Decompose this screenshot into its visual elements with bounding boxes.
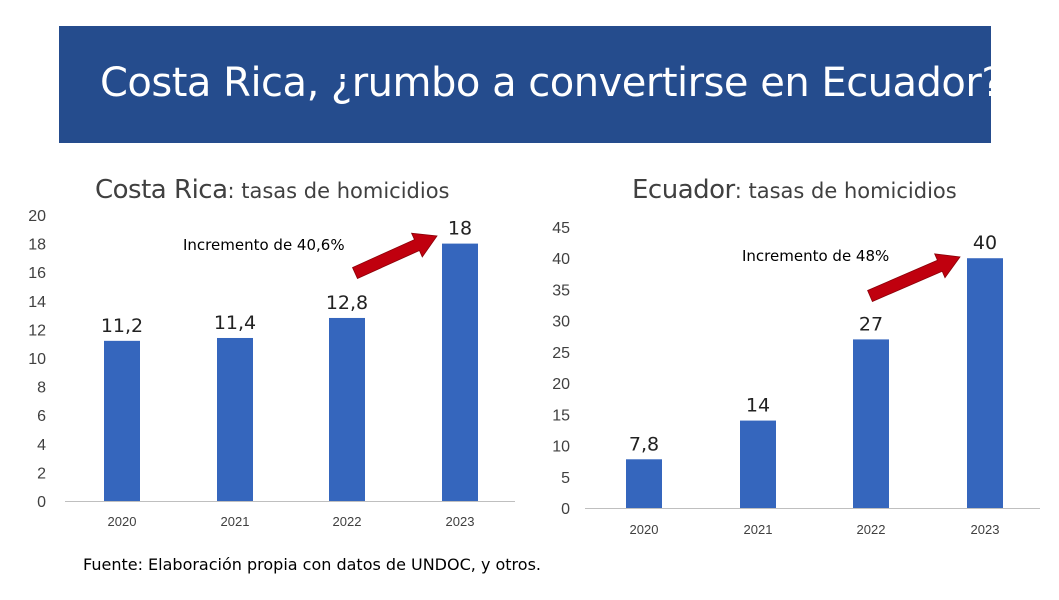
y-tick-label: 2	[37, 465, 46, 482]
data-label: 11,2	[101, 315, 143, 337]
data-label: 12,8	[326, 292, 368, 314]
bar-2021	[740, 420, 776, 508]
bar-2022	[329, 317, 365, 501]
y-tick-label: 15	[552, 407, 570, 424]
bar-2023	[967, 258, 1003, 508]
y-tick-label: 20	[552, 376, 570, 393]
x-tick-label: 2022	[857, 522, 886, 537]
data-label: 11,4	[214, 312, 256, 334]
chart-title-rest: : tasas de homicidios	[734, 179, 957, 203]
x-tick-label: 2023	[971, 522, 1000, 537]
chart-title-ecuador: Ecuador: tasas de homicidios	[632, 175, 957, 205]
y-tick-label: 0	[561, 501, 570, 518]
y-tick-label: 8	[37, 380, 46, 397]
y-tick-label: 35	[552, 282, 570, 299]
source-note: Fuente: Elaboración propia con datos de …	[83, 555, 541, 574]
y-tick-label: 40	[552, 251, 570, 268]
annotation-increase: Incremento de 48%	[742, 247, 889, 265]
chart-title-costa-rica: Costa Rica: tasas de homicidios	[95, 175, 450, 205]
data-label: 14	[746, 395, 770, 417]
y-tick-label: 10	[28, 351, 46, 368]
y-tick-label: 10	[552, 439, 570, 456]
y-tick-label: 6	[37, 408, 46, 425]
chart-title-rest: : tasas de homicidios	[227, 179, 450, 203]
increase-arrow-icon	[352, 232, 438, 279]
increase-arrow-icon	[867, 253, 961, 303]
x-tick-label: 2020	[630, 522, 659, 537]
y-tick-label: 16	[28, 265, 46, 282]
x-tick-label: 2020	[108, 514, 137, 529]
y-tick-label: 14	[28, 294, 46, 311]
bar-2020	[104, 340, 140, 501]
bar-2021	[217, 337, 253, 501]
bar-2023	[442, 243, 478, 501]
data-label: 7,8	[629, 433, 659, 455]
y-tick-label: 20	[28, 208, 46, 225]
data-label: 40	[973, 232, 997, 254]
y-tick-label: 30	[552, 314, 570, 331]
title-banner: Costa Rica, ¿rumbo a convertirse en Ecua…	[59, 26, 1003, 143]
page-title: Costa Rica, ¿rumbo a convertirse en Ecua…	[100, 60, 1003, 106]
y-tick-label: 25	[552, 345, 570, 362]
bar-2020	[626, 459, 662, 508]
bar-2022	[853, 339, 889, 508]
y-tick-label: 45	[552, 220, 570, 237]
x-tick-label: 2021	[221, 514, 250, 529]
x-tick-label: 2022	[333, 514, 362, 529]
y-tick-label: 5	[561, 470, 570, 487]
y-tick-label: 12	[28, 322, 46, 339]
x-tick-label: 2021	[744, 522, 773, 537]
y-tick-label: 0	[37, 494, 46, 511]
y-tick-label: 18	[28, 237, 46, 254]
chart-title-main: Costa Rica	[95, 175, 228, 205]
data-label: 18	[448, 218, 472, 240]
y-tick-label: 4	[37, 437, 46, 454]
chart-title-main: Ecuador	[632, 175, 735, 205]
data-label: 27	[859, 313, 883, 335]
x-tick-label: 2023	[446, 514, 475, 529]
annotation-increase: Incremento de 40,6%	[183, 236, 345, 254]
